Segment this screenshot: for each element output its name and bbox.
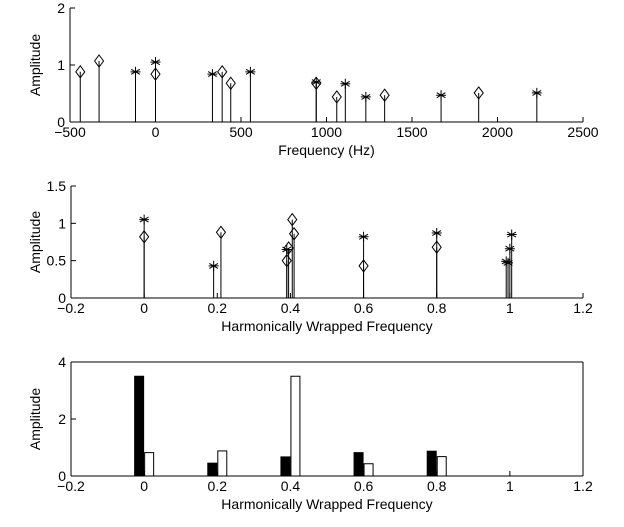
- x-tick-label: 0: [152, 124, 160, 140]
- asterisk-marker: [531, 87, 542, 98]
- y-tick-label: 2: [58, 411, 66, 427]
- asterisk-marker: [358, 231, 369, 242]
- bar: [290, 375, 301, 477]
- asterisk-marker: [431, 228, 442, 239]
- y-tick-label: 1: [58, 215, 66, 231]
- y-axis-label: Amplitude: [27, 388, 43, 450]
- bar: [436, 456, 447, 477]
- bar: [217, 450, 228, 477]
- x-tick-label: 500: [229, 124, 253, 140]
- y-tick-label: 0: [58, 290, 66, 306]
- x-tick-label: −0.2: [57, 478, 85, 494]
- asterisk-marker: [139, 214, 150, 225]
- asterisk-marker: [207, 69, 218, 80]
- x-axis-label: Frequency (Hz): [278, 142, 374, 158]
- x-tick-label: 0.6: [354, 478, 374, 494]
- x-tick-label: 1.2: [573, 478, 593, 494]
- x-tick-label: 0.2: [208, 300, 228, 316]
- y-axis-label: Amplitude: [27, 34, 43, 96]
- diamond-marker: [93, 54, 105, 68]
- asterisk-marker: [340, 78, 351, 89]
- y-tick-label: 1.5: [47, 178, 67, 194]
- y-tick-label: 0.5: [47, 253, 67, 269]
- x-tick-label: 0: [140, 300, 148, 316]
- x-axis-label: Harmonically Wrapped Frequency: [221, 496, 432, 512]
- asterisk-marker: [436, 90, 447, 101]
- diamond-marker: [75, 65, 86, 79]
- x-tick-label: 1: [506, 478, 514, 494]
- x-tick-label: 0.2: [208, 478, 228, 494]
- bar: [207, 462, 218, 477]
- x-tick-label: 0.4: [281, 478, 301, 494]
- x-tick-label: 0.8: [427, 300, 447, 316]
- asterisk-marker: [281, 244, 292, 255]
- x-tick-label: −0.2: [57, 300, 85, 316]
- diamond-marker: [283, 241, 294, 255]
- diamond-marker: [473, 86, 484, 100]
- diamond-marker: [288, 226, 300, 241]
- asterisk-marker: [311, 77, 322, 88]
- diamond-marker: [379, 88, 390, 103]
- asterisk-marker: [150, 57, 161, 68]
- diamond-marker: [215, 225, 227, 240]
- x-tick-label: 2000: [482, 124, 513, 140]
- y-tick-label: 0: [58, 468, 66, 484]
- x-tick-label: 1500: [396, 124, 427, 140]
- bar: [134, 375, 145, 477]
- x-tick-label: 1: [506, 300, 514, 316]
- asterisk-marker: [245, 66, 256, 77]
- diamond-marker: [287, 212, 298, 227]
- diamond-marker: [331, 90, 342, 104]
- x-tick-label: 0.8: [427, 478, 447, 494]
- x-tick-label: 0.4: [281, 300, 301, 316]
- asterisk-marker: [360, 91, 371, 102]
- diamond-marker: [225, 76, 236, 91]
- y-axis-label: Amplitude: [27, 211, 43, 273]
- x-tick-label: 0.6: [354, 300, 374, 316]
- x-axis-label: Harmonically Wrapped Frequency: [221, 318, 432, 334]
- bar: [280, 456, 291, 477]
- bar: [144, 452, 155, 477]
- x-tick-label: 0: [140, 478, 148, 494]
- x-tick-label: 1000: [311, 124, 342, 140]
- bar: [353, 452, 364, 477]
- x-tick-label: −500: [54, 124, 86, 140]
- asterisk-marker: [208, 260, 219, 271]
- bar: [426, 450, 437, 477]
- diamond-marker: [217, 65, 228, 79]
- asterisk-marker: [503, 257, 514, 268]
- asterisk-marker: [506, 229, 517, 240]
- asterisk-marker: [130, 66, 141, 77]
- bar: [363, 463, 374, 477]
- x-tick-label: 1.2: [573, 300, 593, 316]
- y-tick-label: 4: [58, 354, 66, 370]
- y-tick-label: 2: [57, 0, 65, 16]
- y-tick-label: 1: [57, 57, 65, 73]
- y-tick-label: 0: [57, 114, 65, 130]
- x-tick-label: 2500: [567, 124, 598, 140]
- asterisk-marker: [504, 243, 515, 254]
